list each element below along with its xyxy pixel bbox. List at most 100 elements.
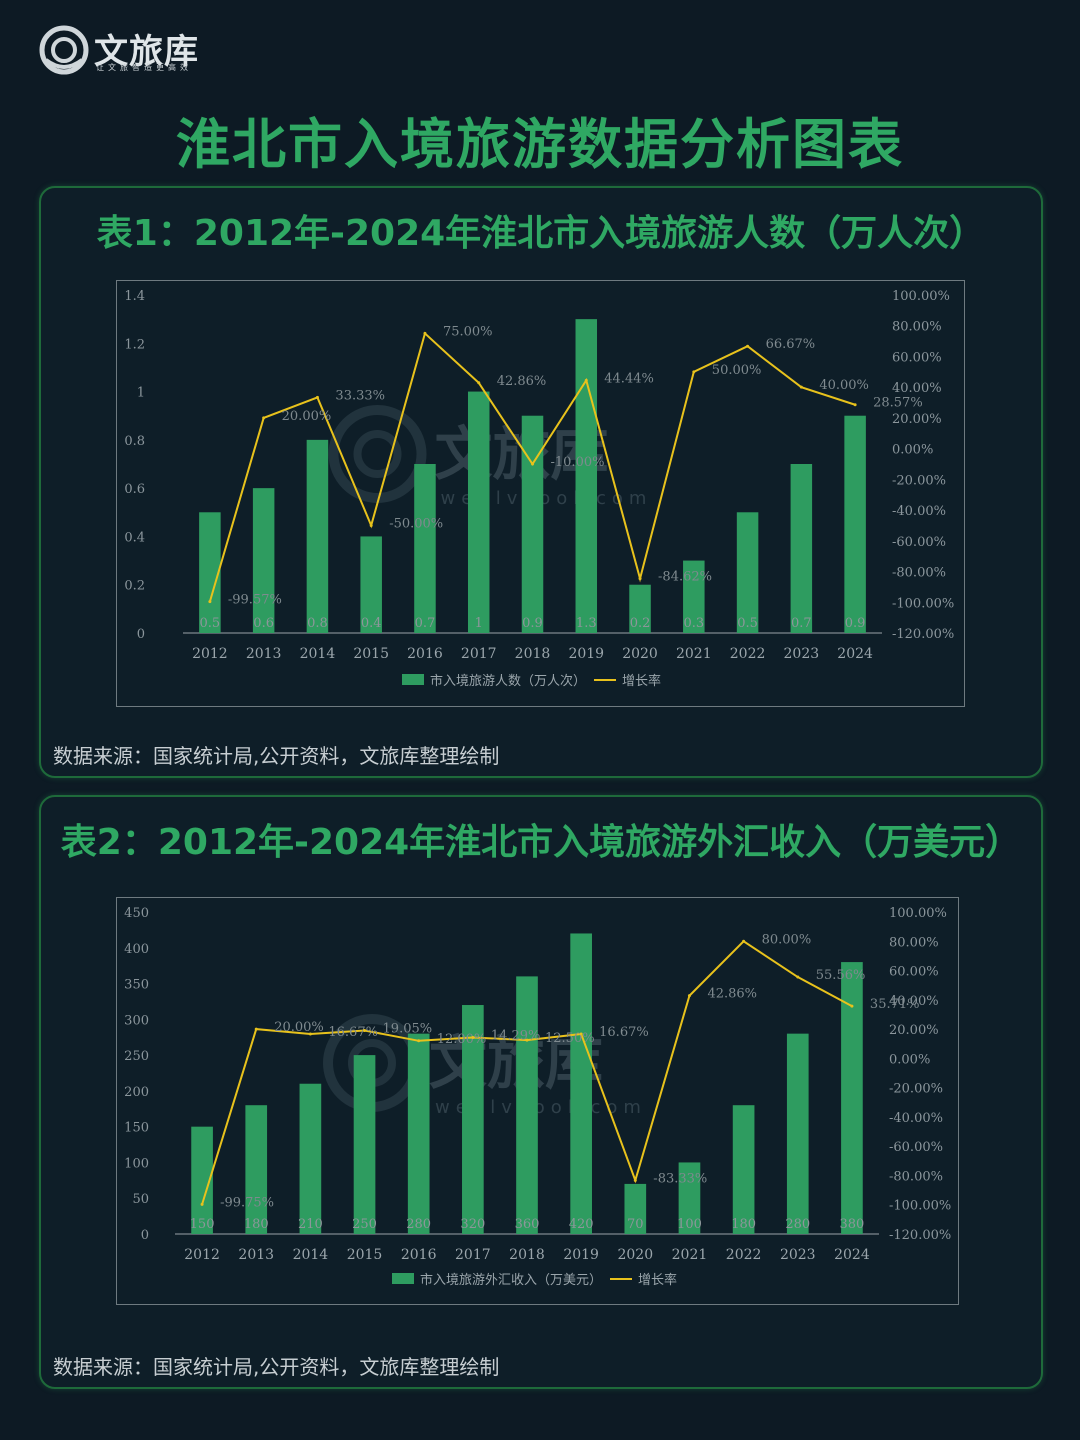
growth-rate-point: [531, 462, 534, 466]
y-left-tick-label: 0.2: [124, 579, 145, 594]
bar-value-label: 280: [785, 1217, 810, 1232]
growth-rate-point: [525, 1038, 529, 1042]
x-tick-label: 2014: [293, 1247, 329, 1263]
growth-rate-point: [799, 385, 803, 389]
growth-rate-point: [308, 1032, 312, 1036]
growth-rate-label: 20.00%: [274, 1020, 324, 1035]
chart-2-title: 表2：2012年-2024年淮北市入境旅游外汇收入（万美元）: [60, 822, 1022, 863]
bar-value-label: 320: [460, 1217, 485, 1232]
bar: [575, 319, 598, 633]
y-right-tick-label: -100.00%: [892, 596, 954, 611]
brand-logo: 文旅库 让文旅智造更高效: [38, 22, 258, 78]
bar: [624, 1183, 647, 1234]
bar-value-label: 180: [244, 1217, 269, 1232]
bar-value-label: 0.3: [683, 616, 704, 631]
bar-value-label: 0.4: [361, 616, 382, 631]
bar: [407, 1033, 430, 1234]
y-right-tick-label: -40.00%: [892, 504, 946, 519]
legend-bar-label: 市入境旅游人数（万人次）: [430, 673, 586, 689]
bar: [841, 962, 863, 1234]
y-right-tick-label: 60.00%: [889, 965, 939, 980]
growth-rate-point: [742, 939, 746, 943]
bar: [570, 933, 592, 1234]
growth-rate-label: -83.33%: [653, 1171, 707, 1186]
x-tick-label: 2017: [461, 646, 497, 662]
y-left-tick-label: 1.4: [124, 289, 145, 304]
x-tick-label: 2024: [837, 646, 873, 662]
bar: [306, 439, 329, 633]
bar: [786, 1033, 809, 1234]
bar-value-label: 1: [475, 616, 483, 631]
growth-rate-label: -10.00%: [551, 455, 605, 470]
growth-rate-point: [584, 378, 588, 382]
growth-rate-label: 12.00%: [437, 1032, 487, 1047]
growth-rate-point: [796, 975, 800, 979]
growth-rate-point: [262, 416, 266, 420]
y-right-tick-label: -80.00%: [892, 566, 946, 581]
y-right-tick-label: 80.00%: [889, 935, 939, 950]
y-left-tick-label: 0: [141, 1228, 149, 1243]
x-tick-label: 2021: [676, 646, 712, 662]
watermark-logo-icon-inner: [353, 430, 402, 478]
chart-1-svg: 文旅库wenlvcool.com00.20.40.60.811.21.4-120…: [124, 289, 954, 689]
chart-1-frame: 文旅库 wenlvcool.com 0 0.2 0.4 0.6 0.8 1 1.2 1.4 -120…: [116, 280, 965, 707]
bar-value-label: 0.9: [522, 616, 543, 631]
x-tick-label: 2021: [672, 1247, 708, 1263]
growth-rate-label: -50.00%: [389, 516, 443, 531]
y-right-tick-label: -80.00%: [889, 1169, 943, 1184]
y-left-tick-label: 100: [124, 1156, 149, 1171]
bar: [299, 1083, 322, 1234]
bar: [467, 391, 490, 633]
x-tick-label: 2012: [184, 1247, 220, 1263]
y-left-tick-label: 50: [132, 1192, 149, 1207]
y-right-tick-label: -20.00%: [892, 473, 946, 488]
x-tick-label: 2013: [246, 646, 282, 662]
y-right-tick-label: 60.00%: [892, 350, 942, 365]
bar-value-label: 360: [515, 1217, 540, 1232]
chart-panel-2: 表2：2012年-2024年淮北市入境旅游外汇收入（万美元） 文旅库 wenlvc…: [39, 795, 1043, 1389]
legend-bar-swatch: [392, 1273, 414, 1284]
y-right-tick-label: 100.00%: [889, 906, 947, 921]
y-left-tick-label: 300: [124, 1013, 149, 1028]
bar-value-label: 0.8: [307, 616, 328, 631]
growth-rate-point: [315, 395, 319, 399]
growth-rate-label: 35.71%: [870, 997, 920, 1012]
x-tick-label: 2020: [622, 646, 658, 662]
y-right-tick-label: 0.00%: [892, 443, 933, 458]
bar-value-label: 0.2: [630, 616, 651, 631]
x-tick-label: 2022: [726, 1247, 762, 1263]
bar: [414, 464, 436, 633]
bar-value-label: 150: [190, 1217, 215, 1232]
growth-rate-point: [254, 1027, 258, 1031]
growth-rate-label: -99.75%: [220, 1195, 274, 1210]
bar: [678, 1162, 701, 1234]
growth-rate-label: 16.67%: [599, 1025, 649, 1040]
y-right-tick-label: -20.00%: [889, 1082, 943, 1097]
y-left-tick-label: 200: [124, 1085, 149, 1100]
growth-rate-point: [417, 1039, 421, 1043]
growth-rate-point: [477, 381, 481, 385]
growth-rate-point: [633, 1178, 637, 1182]
x-tick-label: 2012: [192, 646, 228, 662]
growth-rate-label: 16.67%: [328, 1025, 378, 1040]
growth-rate-label: 75.00%: [443, 324, 493, 339]
x-tick-label: 2019: [568, 646, 604, 662]
growth-rate-label: -84.62%: [658, 570, 712, 585]
x-tick-label: 2015: [347, 1247, 383, 1263]
x-tick-label: 2014: [300, 646, 336, 662]
y-left-tick-label: 350: [124, 978, 149, 993]
bar-value-label: 0.5: [200, 616, 221, 631]
bar-value-label: 0.9: [845, 616, 866, 631]
y-right-tick-label: 100.00%: [892, 289, 950, 304]
growth-rate-label: 33.33%: [335, 388, 385, 403]
growth-rate-point: [638, 577, 642, 581]
bar: [191, 1126, 213, 1234]
y-left-tick-label: 150: [124, 1121, 149, 1136]
y-left-tick-label: 0: [137, 627, 145, 642]
x-tick-label: 2019: [563, 1247, 599, 1263]
y-right-tick-label: -120.00%: [892, 627, 954, 642]
y-right-tick-label: -120.00%: [889, 1228, 951, 1243]
y-right-tick-label: 0.00%: [889, 1052, 930, 1067]
y-right-tick-label: -60.00%: [892, 535, 946, 550]
x-tick-label: 2022: [730, 646, 766, 662]
